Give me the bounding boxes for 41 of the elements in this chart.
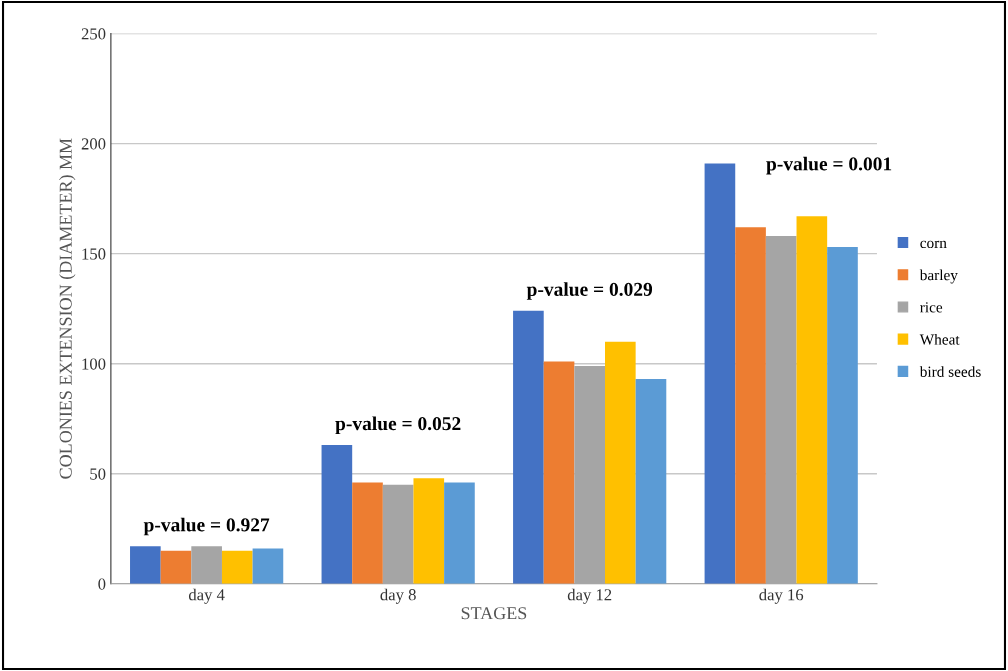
bar — [735, 227, 766, 584]
bar — [382, 484, 414, 584]
bar — [191, 546, 222, 584]
bar — [796, 216, 828, 584]
annotation: p-value = 0.927 — [143, 517, 270, 536]
bar — [221, 550, 253, 584]
annotation: p-value = 0.029 — [526, 282, 653, 300]
y-tick-label: 150 — [82, 248, 106, 260]
bar — [574, 365, 605, 584]
bar — [352, 482, 383, 584]
y-tick-label: 250 — [81, 28, 106, 40]
bar — [413, 478, 445, 584]
y-tick-label: 200 — [81, 138, 106, 150]
x-tick-label: day 12 — [567, 588, 612, 604]
x-tick-label: day 8 — [380, 588, 416, 604]
bar — [513, 310, 544, 584]
y-tick-label: 100 — [82, 358, 106, 370]
bar — [827, 247, 858, 584]
x-axis-title: STAGES — [461, 607, 527, 620]
annotation: p-value = 0.052 — [335, 416, 461, 435]
bar — [160, 550, 192, 584]
bar — [635, 379, 667, 584]
legend-label: Wheat — [919, 333, 960, 345]
bar — [252, 548, 284, 584]
bar — [444, 482, 475, 584]
bar — [543, 361, 575, 584]
x-tick-label: day 4 — [188, 588, 225, 604]
x-tick-label: day 16 — [759, 588, 804, 604]
bar — [765, 236, 797, 584]
annotation: p-value = 0.001 — [766, 156, 892, 175]
bar — [605, 341, 636, 584]
y-tick-label: 0 — [98, 578, 106, 590]
legend-label: bird seeds — [919, 366, 981, 377]
legend-label: corn — [920, 240, 947, 249]
bar — [704, 163, 736, 584]
bar — [321, 445, 353, 584]
y-tick-label: 50 — [90, 468, 106, 480]
y-axis-title: COLONIES EXTENSION (DIAMETER) MM — [59, 138, 76, 479]
bar — [130, 546, 161, 584]
legend-label: rice — [920, 302, 943, 313]
legend-label: barley — [919, 269, 958, 284]
